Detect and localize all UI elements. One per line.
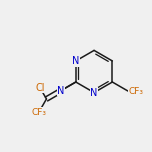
Text: N: N	[57, 86, 64, 96]
Text: CF₃: CF₃	[128, 86, 143, 96]
Text: CF₃: CF₃	[31, 107, 46, 117]
Text: N: N	[90, 88, 98, 98]
Text: N: N	[72, 56, 79, 66]
Text: Cl: Cl	[35, 83, 45, 93]
